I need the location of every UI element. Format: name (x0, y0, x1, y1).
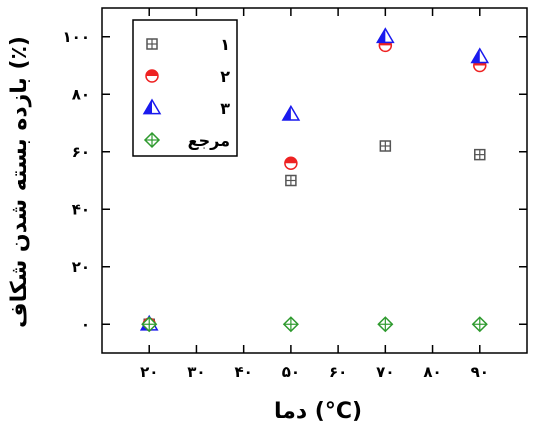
data-point-series-1 (285, 174, 297, 187)
legend-marker (143, 131, 161, 149)
x-axis-title: دما (°C) (274, 399, 362, 424)
x-tick-label: ۸۰ (423, 363, 441, 381)
data-point-series-4 (471, 316, 488, 333)
y-tick-label: ۸۰ (72, 85, 90, 103)
legend-label: ۳ (220, 99, 230, 118)
axes: ۲۰ ۳۰ ۴۰ ۵۰ ۶۰ ۷۰ ۸۰ ۹۰ ۰ ۲۰ ۴۰ ۶۰ ۸۰ ۱۰۰ (63, 8, 527, 381)
y-tick-label: ۶۰ (72, 143, 90, 161)
marker-fill (471, 48, 480, 63)
data-point-series-3 (281, 104, 301, 121)
data-point-series-3 (470, 47, 490, 64)
data-point-series-1 (379, 140, 392, 152)
marker-fill (146, 70, 158, 76)
legend-label: ۲ (220, 67, 230, 86)
data-point-series-4 (377, 316, 394, 333)
y-tick-label: ۴۰ (72, 200, 90, 218)
y-tick-label: ۱۰۰ (63, 28, 90, 46)
marker-fill (282, 106, 291, 120)
y-tick-label: ۰ (81, 315, 90, 333)
data-point-series-4 (282, 316, 299, 333)
y-tick-label: ۲۰ (72, 258, 90, 276)
legend-label: ۱ (220, 35, 230, 54)
legend: ۱ ۲ ۳ مرجع (132, 19, 238, 157)
x-tick-label: ۹۰ (471, 363, 489, 381)
x-tick-label: ۲۰ (140, 363, 158, 381)
marker-fill (377, 28, 386, 43)
x-tick-label: ۵۰ (282, 363, 300, 381)
y-axis-title: بازده بسته شدن شکاف (٪) (7, 36, 32, 328)
data-point-series-4 (141, 316, 158, 333)
x-tick-label: ۴۰ (235, 363, 253, 381)
x-tick-label: ۷۰ (376, 363, 394, 381)
data-points (139, 27, 490, 333)
plot-frame (101, 7, 528, 354)
x-tick-label: ۳۰ (187, 363, 205, 381)
legend-marker (146, 38, 158, 50)
data-point-series-3 (376, 27, 395, 44)
legend-marker (145, 69, 159, 83)
marker-fill (144, 100, 152, 114)
data-point-series-1 (474, 148, 486, 161)
data-point-series-2 (284, 156, 298, 170)
legend-label: مرجع (188, 131, 230, 150)
x-tick-label: ۶۰ (329, 363, 347, 381)
marker-fill (284, 157, 297, 164)
legend-marker (142, 98, 162, 115)
